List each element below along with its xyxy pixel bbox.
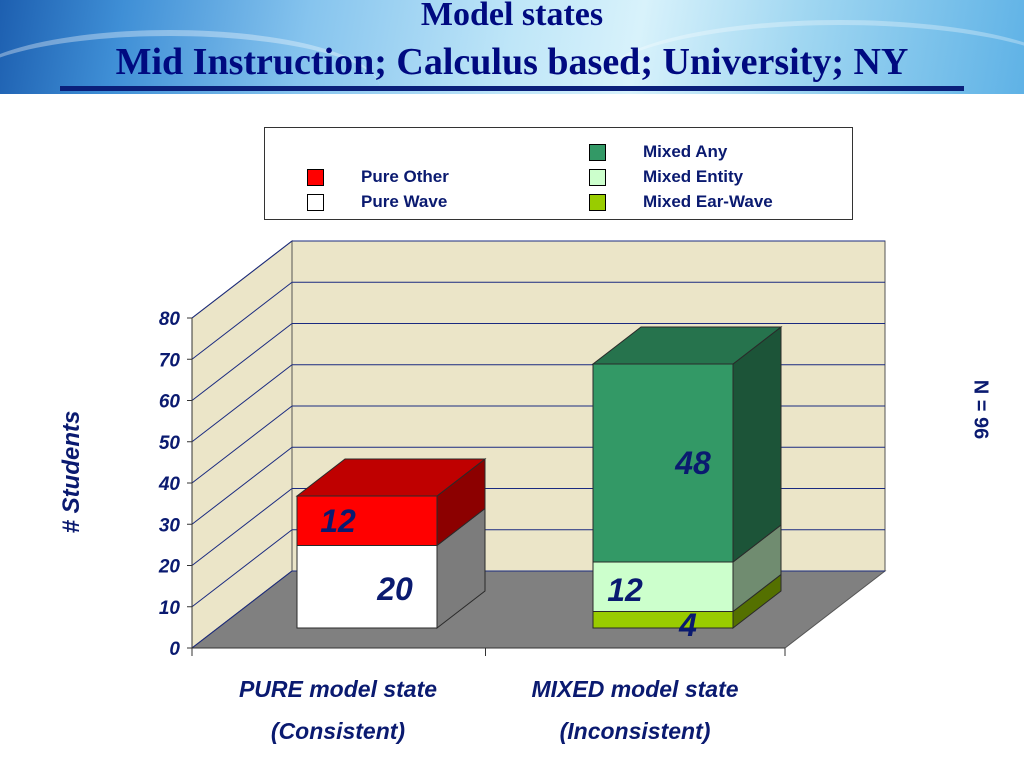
x-category-label: PURE model state	[238, 676, 438, 702]
legend-swatch	[589, 144, 606, 161]
y-tick-label: 50	[159, 433, 181, 454]
bar-segment-mixed-ear-wave	[592, 611, 734, 629]
y-tick-label: 0	[169, 639, 180, 660]
bar-top-mixed-any	[591, 326, 783, 365]
data-label: 20	[376, 571, 413, 607]
page-subtitle: Mid Instruction; Calculus based; Univers…	[115, 41, 909, 83]
bar-segment-mixed-any	[592, 363, 734, 563]
y-tick-label: 30	[159, 515, 181, 536]
gridline	[191, 488, 293, 566]
banner-decoration	[0, 30, 380, 94]
legend-swatch	[589, 169, 606, 186]
y-tick-label: 80	[159, 309, 181, 330]
legend-swatch	[589, 194, 606, 211]
legend-label: Mixed Any	[643, 142, 728, 161]
gridline	[191, 446, 293, 525]
data-label: 12	[320, 503, 356, 539]
title-banner: Model states Mid Instruction; Calculus b…	[0, 0, 1024, 94]
x-category-sublabel: (Inconsistent)	[559, 718, 711, 744]
legend-swatch	[307, 194, 324, 211]
page-title: Model states	[420, 0, 604, 33]
gridline	[191, 405, 293, 484]
y-tick-label: 20	[158, 557, 181, 578]
banner-decoration	[600, 20, 1024, 94]
x-category-sublabel: (Consistent)	[270, 718, 406, 744]
chart-legend: Mixed Any Pure Other Mixed Entity Pure W…	[264, 127, 853, 220]
bar-side-mixed-any	[732, 325, 782, 564]
bar-segment-pure-other	[296, 495, 438, 546]
gridline	[191, 570, 293, 649]
legend-label: Mixed Ear-Wave	[643, 192, 773, 211]
y-tick-label: 40	[158, 474, 181, 495]
legend-label: Pure Wave	[361, 192, 448, 211]
y-tick-label: 70	[159, 350, 181, 371]
title-underline	[60, 86, 964, 91]
y-tick-label: 60	[159, 392, 181, 413]
legend-label: Pure Other	[361, 167, 449, 186]
y-tick-label: 10	[159, 598, 181, 619]
gridline	[191, 240, 293, 319]
bar-segment-pure-wave	[296, 545, 438, 629]
data-label: 4	[678, 607, 697, 643]
gridline	[191, 529, 293, 608]
gridline	[191, 323, 293, 401]
x-category-label: MIXED model state	[531, 676, 739, 702]
legend-swatch	[307, 169, 324, 186]
legend-label: Mixed Entity	[643, 167, 744, 186]
gridline	[191, 364, 293, 443]
data-label: 12	[607, 572, 643, 608]
bar-top-pure-other	[295, 458, 487, 497]
data-label: 48	[674, 445, 711, 481]
gridline	[191, 281, 293, 360]
